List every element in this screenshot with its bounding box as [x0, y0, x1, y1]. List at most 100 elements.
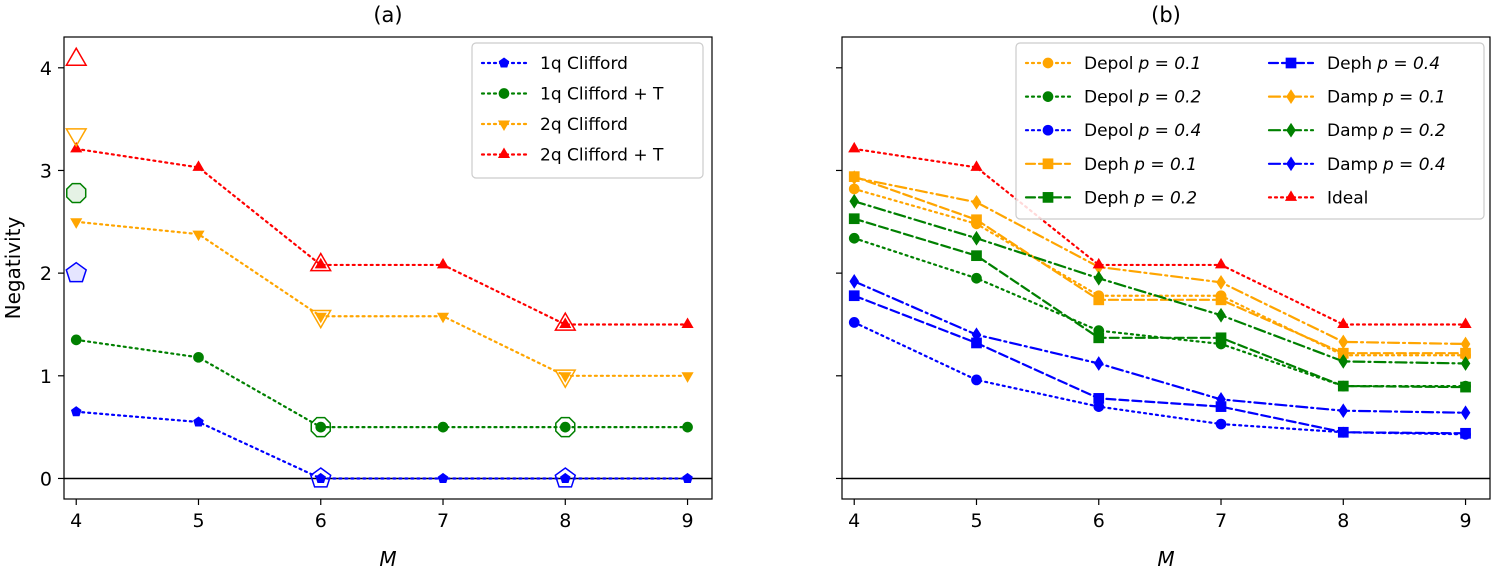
- data-point-shape: [849, 273, 860, 289]
- data-point-shape: [848, 183, 860, 195]
- legend-label: 1q Clifford + T: [540, 85, 664, 105]
- legend-marker-shape: [1286, 122, 1296, 138]
- legend-label-math: p = 0.1: [1137, 54, 1201, 74]
- legend-label-text: Deph: [1327, 54, 1372, 74]
- reference-point-shape: [554, 369, 577, 389]
- legend: Depol p = 0.1 Depol p = 0.2 Depol p = 0.4 Deph…: [1015, 42, 1485, 220]
- reference-point-shape: [309, 252, 332, 272]
- data-point-shape: [1460, 405, 1471, 421]
- data-point-shape: [1337, 317, 1350, 328]
- data-point: [849, 193, 860, 209]
- series-line: [853, 321, 1467, 436]
- data-point: [682, 421, 693, 433]
- x-tick-label: 4: [848, 510, 860, 532]
- data-point: [971, 327, 982, 343]
- legend-marker: [1285, 57, 1297, 69]
- legend-item: Depol p = 0.2: [1024, 88, 1201, 108]
- data-point: [848, 213, 860, 225]
- data-point: [1337, 380, 1349, 392]
- data-point-shape: [1338, 334, 1349, 350]
- data-point: [1216, 275, 1226, 290]
- y-tick-label: 0: [40, 468, 52, 490]
- legend-label: Deph p = 0.2: [1084, 188, 1197, 208]
- data-point-shape: [682, 421, 693, 433]
- x-tick-label: 6: [315, 510, 327, 532]
- series-line: [75, 220, 689, 377]
- series-line: [853, 200, 1467, 365]
- legend-label-text: Damp: [1327, 121, 1378, 141]
- x-tick-label: 7: [437, 510, 449, 532]
- data-point: [559, 317, 572, 328]
- x-tick-label: 5: [970, 510, 982, 532]
- data-point: [1093, 270, 1104, 286]
- data-point-shape: [437, 472, 449, 483]
- data-point-shape: [193, 351, 204, 363]
- data-point: [436, 257, 450, 269]
- legend-label: Depol p = 0.1: [1084, 54, 1201, 74]
- data-point: [559, 372, 572, 383]
- legend-marker-shape: [1284, 190, 1298, 201]
- legend-marker-shape: [497, 147, 511, 159]
- series-line: [853, 176, 1467, 346]
- y-tick-label: 4: [40, 58, 52, 80]
- series-line: [75, 410, 689, 480]
- series-2q-clifford: [70, 218, 694, 383]
- legend-label-math: p = 0.2: [1137, 88, 1201, 108]
- data-point: [971, 230, 982, 246]
- data-point: [315, 472, 327, 483]
- series-line: [853, 237, 1467, 388]
- data-point: [971, 250, 982, 262]
- x-tick-label: 4: [70, 510, 82, 532]
- data-point-shape: [1093, 356, 1104, 371]
- data-point-shape: [1216, 275, 1226, 290]
- reference-point-shape: [554, 467, 577, 488]
- data-point-shape: [70, 406, 82, 417]
- series-ideal: [848, 141, 1472, 328]
- legend-label: 2q Clifford + T: [540, 146, 664, 166]
- legend-marker: [1286, 156, 1296, 172]
- legend-label-text: Deph: [1084, 188, 1129, 208]
- reference-point: [66, 182, 87, 204]
- legend-marker: [1042, 124, 1054, 136]
- data-point: [1093, 294, 1105, 306]
- data-point: [436, 312, 450, 324]
- series-damp-p-0-1: [849, 170, 1471, 352]
- data-point-shape: [848, 290, 860, 302]
- legend-label: Damp p = 0.1: [1327, 88, 1446, 108]
- legend-box: [471, 42, 704, 179]
- data-point-shape: [971, 194, 982, 210]
- data-point: [1215, 332, 1227, 344]
- legend-label-text: 1q Clifford + T: [540, 85, 664, 105]
- data-point: [970, 160, 983, 171]
- data-point: [560, 472, 571, 483]
- series-depol-p-0-4: [848, 317, 1471, 440]
- x-tick-label: 5: [192, 510, 204, 532]
- legend-item: Depol p = 0.4: [1024, 121, 1201, 141]
- x-axis-label: M: [1157, 547, 1174, 571]
- legend-label: Deph p = 0.4: [1327, 54, 1440, 74]
- data-point: [971, 214, 982, 226]
- data-point-shape: [559, 421, 571, 433]
- data-point-shape: [1216, 307, 1226, 323]
- x-tick-label: 8: [559, 510, 571, 532]
- reference-point: [65, 46, 88, 67]
- data-point: [848, 141, 861, 153]
- series-damp-p-0-2: [849, 193, 1471, 371]
- data-point-shape: [849, 193, 860, 209]
- data-point: [1460, 336, 1471, 352]
- reference-point: [309, 252, 332, 272]
- data-point-shape: [192, 160, 205, 171]
- data-point: [1338, 354, 1349, 369]
- reference-point: [65, 261, 88, 283]
- legend-marker: [1042, 192, 1054, 203]
- data-point: [1338, 403, 1349, 419]
- data-point-shape: [1093, 393, 1105, 404]
- data-point: [848, 232, 860, 244]
- series-1q-clifford-t: [70, 334, 693, 433]
- data-point: [1459, 317, 1472, 328]
- series-line: [75, 147, 689, 326]
- data-point-shape: [1215, 418, 1227, 430]
- reference-point: [554, 311, 577, 331]
- legend-item: Deph p = 0.1: [1024, 155, 1197, 175]
